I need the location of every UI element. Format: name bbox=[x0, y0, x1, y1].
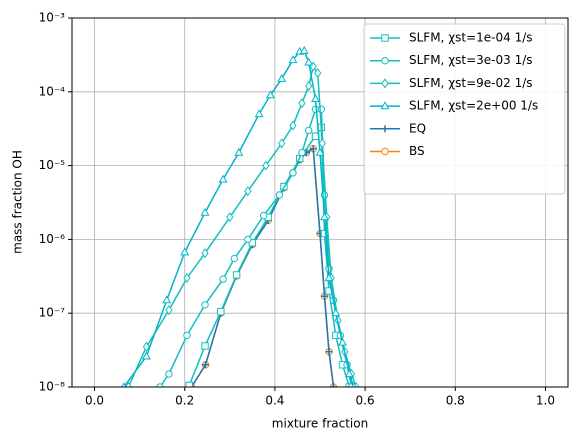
marker bbox=[320, 212, 329, 221]
marker bbox=[330, 383, 338, 387]
marker bbox=[381, 57, 389, 65]
y-tick-label: 10⁻⁴ bbox=[39, 84, 66, 98]
marker bbox=[201, 361, 209, 369]
legend: SLFM, χst=1e-04 1/s SLFM, χst=3e-03 1/s SL… bbox=[363, 23, 566, 195]
y-tick-label: 10⁻⁶ bbox=[39, 232, 66, 246]
marker bbox=[314, 67, 322, 79]
marker bbox=[265, 90, 275, 99]
x-tick-label: 0.2 bbox=[175, 394, 194, 408]
legend-label: SLFM, χst=2e+00 1/s bbox=[409, 99, 538, 113]
series-line bbox=[190, 147, 335, 387]
y-axis-label: mass fraction OH bbox=[11, 150, 25, 254]
marker bbox=[315, 147, 325, 156]
marker bbox=[124, 381, 132, 387]
x-tick-label: 0.8 bbox=[446, 394, 465, 408]
marker bbox=[289, 169, 297, 177]
axes-frame bbox=[71, 17, 569, 388]
marker bbox=[298, 148, 306, 157]
marker bbox=[311, 94, 320, 103]
marker bbox=[201, 342, 209, 350]
marker bbox=[259, 211, 268, 220]
marker bbox=[381, 34, 389, 42]
series-line bbox=[188, 124, 351, 387]
y-tick-label: 10⁻⁵ bbox=[39, 158, 66, 172]
marker bbox=[234, 147, 244, 156]
marker bbox=[244, 186, 252, 197]
series-line bbox=[190, 147, 335, 387]
marker bbox=[317, 105, 326, 113]
marker bbox=[318, 138, 326, 149]
marker bbox=[381, 147, 389, 156]
marker bbox=[338, 337, 347, 346]
legend-label: BS bbox=[409, 144, 425, 158]
marker bbox=[232, 271, 241, 279]
marker bbox=[305, 126, 313, 135]
y-tick-label: 10⁻⁸ bbox=[39, 380, 66, 394]
x-tick-label: 0.4 bbox=[265, 394, 284, 408]
marker bbox=[289, 120, 297, 131]
marker bbox=[381, 78, 389, 89]
marker bbox=[162, 295, 172, 304]
marker bbox=[275, 191, 284, 199]
marker bbox=[230, 254, 239, 263]
marker bbox=[344, 369, 354, 378]
marker bbox=[288, 55, 298, 64]
marker bbox=[321, 292, 329, 300]
marker bbox=[226, 212, 234, 223]
marker bbox=[324, 273, 334, 282]
marker bbox=[201, 248, 209, 259]
marker bbox=[299, 45, 309, 54]
x-tick-label: 0.6 bbox=[356, 394, 375, 408]
marker bbox=[277, 73, 287, 82]
plot-area bbox=[121, 45, 360, 387]
series-line bbox=[123, 49, 355, 387]
legend-label: SLFM, χst=1e-04 1/s bbox=[409, 31, 533, 45]
x-axis-label: mixture fraction bbox=[272, 417, 368, 431]
x-tick-label: 1.0 bbox=[536, 394, 555, 408]
marker bbox=[309, 145, 317, 153]
marker bbox=[298, 98, 306, 109]
legend-label: SLFM, χst=3e-03 1/s bbox=[409, 53, 533, 67]
marker bbox=[262, 160, 270, 171]
marker bbox=[218, 174, 228, 183]
legend-box bbox=[363, 23, 566, 195]
marker bbox=[380, 101, 390, 110]
x-tick-label: 0.0 bbox=[85, 394, 104, 408]
y-tick-label: 10⁻⁷ bbox=[39, 306, 66, 320]
marker bbox=[278, 138, 286, 149]
marker bbox=[254, 109, 264, 118]
marker bbox=[219, 275, 227, 283]
marker bbox=[141, 351, 151, 360]
marker bbox=[351, 382, 357, 387]
marker bbox=[183, 331, 191, 340]
marker bbox=[325, 348, 333, 356]
marker bbox=[121, 382, 127, 387]
legend-label: EQ bbox=[409, 121, 426, 135]
marker bbox=[142, 341, 151, 352]
marker bbox=[200, 207, 210, 216]
marker bbox=[185, 381, 193, 387]
marker bbox=[381, 125, 389, 133]
marker bbox=[305, 80, 313, 92]
marker bbox=[165, 305, 173, 316]
legend-label: SLFM, χst=9e-02 1/s bbox=[409, 76, 533, 90]
y-tick-label: 10⁻³ bbox=[39, 11, 66, 25]
marker bbox=[165, 370, 173, 378]
marker bbox=[183, 272, 191, 284]
marker bbox=[201, 301, 209, 309]
marker bbox=[217, 307, 225, 316]
marker bbox=[331, 308, 341, 317]
marker bbox=[304, 57, 314, 66]
marker bbox=[180, 247, 190, 256]
marker bbox=[244, 235, 252, 244]
